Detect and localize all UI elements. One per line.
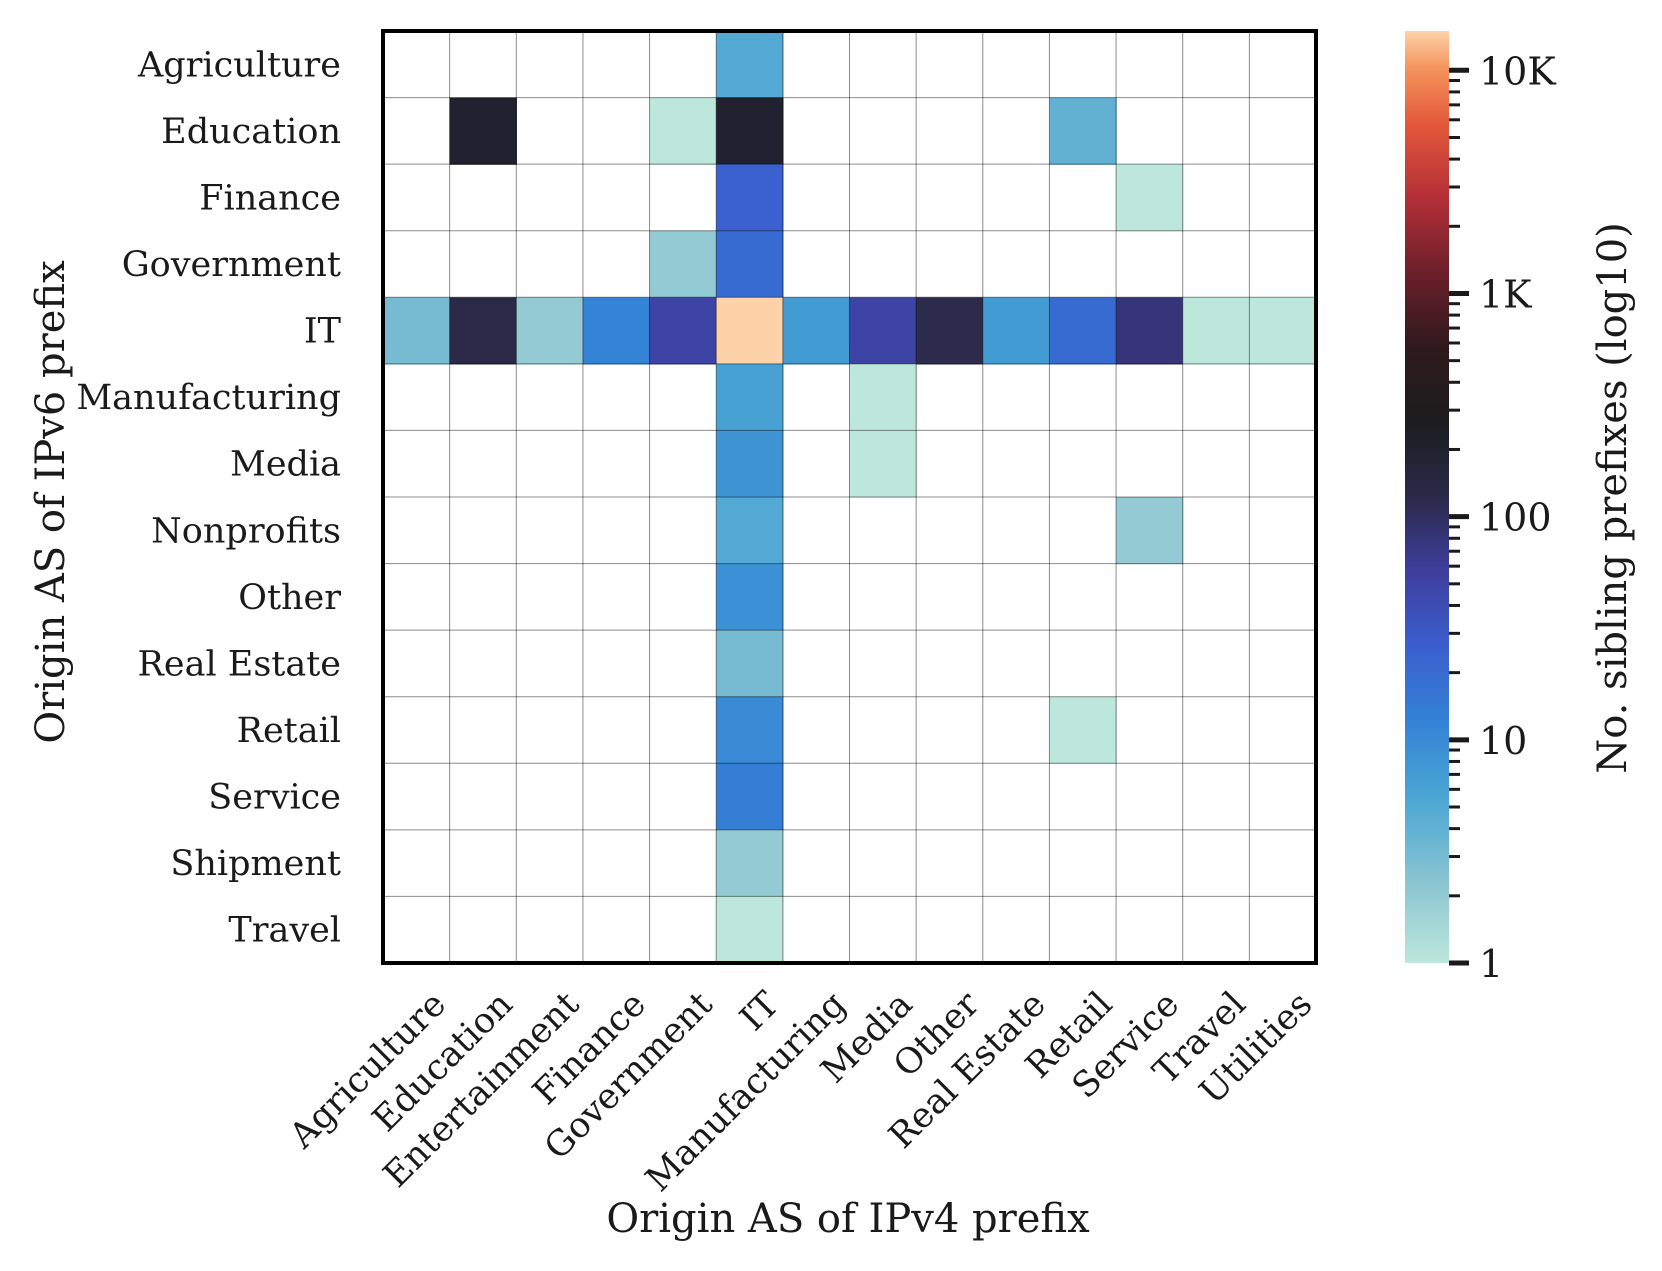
heatmap-cells: [383, 31, 1317, 964]
heatmap-cell: [449, 297, 517, 365]
y-tick-label: Media: [230, 445, 341, 485]
heatmap-cell: [716, 297, 784, 365]
heatmap-cell: [716, 563, 784, 631]
colorbar-tick-label: 1K: [1479, 272, 1532, 316]
heatmap-gridlines: [383, 31, 1316, 963]
colorbar-ticks: 1 10 100 1K 10K: [1449, 49, 1556, 986]
heatmap-cell: [649, 230, 717, 298]
y-tick-labels: Agriculture Education Finance Government IT M…: [76, 45, 341, 950]
heatmap-cell: [649, 97, 717, 165]
y-tick-label: Retail: [237, 711, 341, 751]
heatmap-cell: [716, 97, 784, 165]
heatmap-cell: [449, 97, 517, 165]
heatmap-cell: [716, 829, 784, 898]
y-tick-label: Government: [122, 245, 341, 285]
heatmap-cell: [649, 297, 717, 365]
y-tick-label: IT: [304, 312, 341, 352]
y-tick-label: Shipment: [170, 844, 341, 884]
y-tick-label: Finance: [199, 178, 341, 218]
heatmap-cell: [716, 363, 784, 432]
heatmap-cell: [716, 696, 784, 764]
y-axis-title: Origin AS of IPv6 prefix: [28, 260, 74, 744]
heatmap-cell: [716, 497, 784, 565]
colorbar: [1405, 31, 1449, 963]
heatmap-cell: [1249, 297, 1317, 365]
x-tick-labels: AgricultureEducationEntertainmentFinance…: [281, 984, 1320, 1200]
heatmap-cell: [849, 297, 917, 365]
colorbar-tick-label: 10K: [1479, 49, 1556, 93]
x-axis-title: Origin AS of IPv4 prefix: [606, 1196, 1090, 1242]
heatmap-cell: [716, 31, 784, 99]
y-tick-label: Manufacturing: [76, 378, 341, 418]
heatmap-cell: [582, 297, 651, 365]
heatmap-cell: [716, 230, 784, 298]
colorbar-tick-label: 100: [1479, 496, 1552, 540]
colorbar-tick-label: 1: [1479, 942, 1503, 986]
y-tick-label: Real Estate: [138, 644, 341, 684]
colorbar-tick-label: 10: [1479, 719, 1527, 763]
y-tick-label: Travel: [228, 911, 341, 951]
heatmap-cell: [1049, 97, 1117, 165]
heatmap-cell: [716, 763, 784, 831]
heatmap-cell: [849, 430, 917, 498]
heatmap-cell: [716, 164, 784, 232]
heatmap-cell: [849, 363, 917, 432]
heatmap-cell: [1116, 497, 1184, 565]
heatmap-cell: [716, 630, 784, 698]
y-tick-label: Other: [238, 578, 341, 618]
heatmap-cell: [782, 297, 851, 365]
y-tick-label: Agriculture: [137, 45, 341, 85]
heatmap-cell: [982, 297, 1051, 365]
y-tick-label: Education: [161, 112, 341, 152]
heatmap-cell: [516, 297, 584, 365]
heatmap-cell: [1182, 297, 1250, 365]
heatmap-cell: [1116, 164, 1184, 232]
heatmap-cell: [1049, 696, 1117, 764]
heatmap-cell: [1116, 297, 1184, 365]
heatmap-cell: [716, 896, 784, 964]
heatmap-cell: [383, 297, 451, 365]
heatmap-cell: [916, 297, 984, 365]
heatmap-cell: [1049, 297, 1117, 365]
y-tick-label: Service: [208, 778, 341, 818]
heatmap-cell: [716, 430, 784, 498]
colorbar-title: No. sibling prefixes (log10): [1590, 222, 1636, 774]
plot-frame: [381, 29, 1318, 965]
y-tick-label: Nonprofits: [151, 511, 341, 551]
